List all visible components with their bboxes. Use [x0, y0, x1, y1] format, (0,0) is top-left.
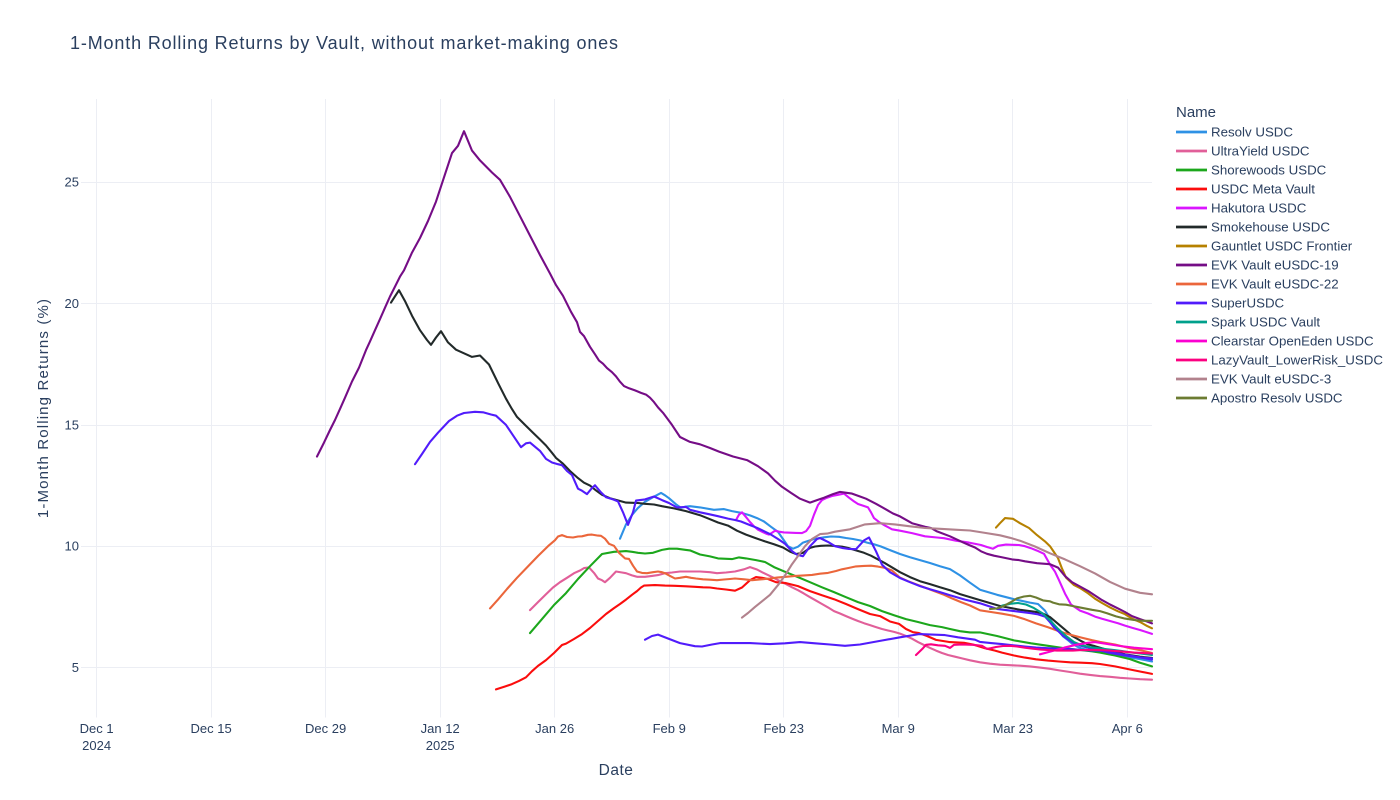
svg-text:Name: Name	[1176, 104, 1216, 121]
svg-text:LazyVault_LowerRisk_USDC: LazyVault_LowerRisk_USDC	[1211, 353, 1383, 368]
svg-text:EVK Vault eUSDC-19: EVK Vault eUSDC-19	[1211, 258, 1339, 273]
svg-text:Dec 29: Dec 29	[305, 721, 346, 736]
svg-text:15: 15	[65, 418, 79, 433]
svg-text:Dec 1: Dec 1	[80, 721, 114, 736]
svg-text:5: 5	[72, 660, 79, 675]
svg-text:Smokehouse USDC: Smokehouse USDC	[1211, 220, 1330, 235]
svg-text:2025: 2025	[426, 738, 455, 753]
svg-text:25: 25	[65, 175, 79, 190]
svg-text:Dec 15: Dec 15	[190, 721, 231, 736]
svg-text:EVK Vault eUSDC-22: EVK Vault eUSDC-22	[1211, 277, 1339, 292]
svg-text:Gauntlet USDC Frontier: Gauntlet USDC Frontier	[1211, 239, 1353, 254]
svg-text:Apostro Resolv USDC: Apostro Resolv USDC	[1211, 391, 1343, 406]
svg-text:20: 20	[65, 296, 79, 311]
svg-text:Mar 9: Mar 9	[882, 721, 915, 736]
svg-text:Date: Date	[599, 762, 634, 779]
svg-text:Resolv USDC: Resolv USDC	[1211, 125, 1293, 140]
svg-text:Feb 23: Feb 23	[763, 721, 803, 736]
svg-text:Apr 6: Apr 6	[1112, 721, 1143, 736]
svg-text:Hakutora USDC: Hakutora USDC	[1211, 201, 1307, 216]
svg-text:2024: 2024	[82, 738, 111, 753]
svg-text:Jan 12: Jan 12	[421, 721, 460, 736]
svg-text:10: 10	[65, 539, 79, 554]
svg-text:Shorewoods USDC: Shorewoods USDC	[1211, 163, 1327, 178]
svg-text:1-Month Rolling Returns by Vau: 1-Month Rolling Returns by Vault, withou…	[70, 33, 619, 53]
svg-text:USDC Meta Vault: USDC Meta Vault	[1211, 182, 1315, 197]
svg-text:Clearstar OpenEden USDC: Clearstar OpenEden USDC	[1211, 334, 1374, 349]
svg-text:UltraYield USDC: UltraYield USDC	[1211, 144, 1310, 159]
svg-text:Mar 23: Mar 23	[993, 721, 1033, 736]
svg-text:Spark USDC Vault: Spark USDC Vault	[1211, 315, 1320, 330]
svg-text:EVK Vault eUSDC-3: EVK Vault eUSDC-3	[1211, 372, 1331, 387]
svg-text:1-Month Rolling Returns (%): 1-Month Rolling Returns (%)	[35, 298, 52, 518]
svg-text:SuperUSDC: SuperUSDC	[1211, 296, 1285, 311]
svg-text:Jan 26: Jan 26	[535, 721, 574, 736]
svg-text:Feb 9: Feb 9	[653, 721, 686, 736]
